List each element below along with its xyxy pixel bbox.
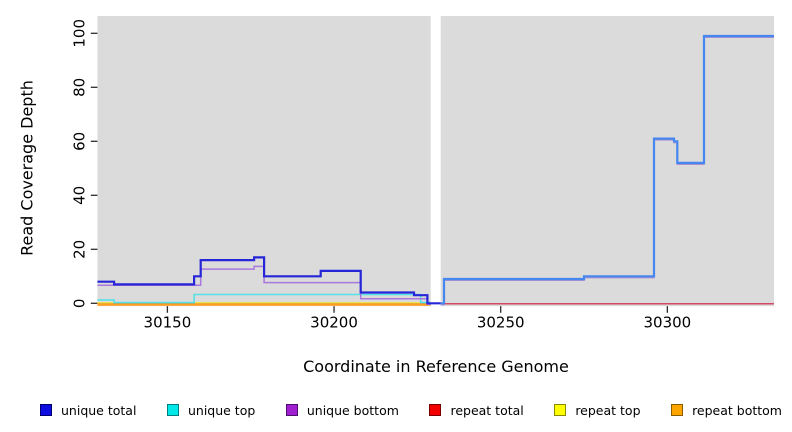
legend-swatch-repeat-top: [554, 404, 567, 416]
legend-label: repeat bottom: [692, 402, 782, 418]
series-line-unique-top-left: [97, 293, 431, 304]
legend-swatch-unique-top: [166, 404, 179, 416]
y-tick-label: 80: [70, 78, 88, 97]
legend-item-unique-top: unique top: [166, 402, 256, 418]
legend-swatch-repeat-bottom: [671, 404, 684, 416]
legend-label: repeat top: [575, 402, 641, 418]
legend-item-repeat-total: repeat total: [429, 402, 524, 418]
x-tick-label: 30150: [144, 314, 192, 332]
y-axis-title: Read Coverage Depth: [17, 80, 37, 256]
series-line-unique-bottom-right: [440, 36, 774, 306]
y-tick-label: 20: [70, 240, 88, 259]
x-axis-title: Coordinate in Reference Genome: [303, 357, 569, 376]
legend-swatch-repeat-total: [429, 404, 442, 416]
coverage-gap: [430, 16, 441, 307]
legend-item-unique-bottom: unique bottom: [285, 402, 399, 418]
series-line-unique-total-left: [97, 256, 441, 305]
y-tick-label: 60: [70, 132, 88, 151]
y-tick-label: 100: [70, 19, 88, 48]
legend-swatch-unique-bottom: [285, 404, 298, 416]
x-tick-label: 30300: [643, 314, 691, 332]
legend: unique total unique top unique bottom repea…: [40, 399, 782, 421]
y-tick-label: 40: [70, 186, 88, 205]
coverage-plot-canvas: 30150 30200 30250 30300 0 20 40 60 80 100: [70, 16, 774, 332]
legend-swatch-unique-total: [40, 404, 52, 416]
legend-label: unique bottom: [306, 402, 399, 418]
series-line-unique-total-right: [440, 34, 774, 305]
legend-item-unique-total: unique total: [40, 403, 136, 418]
x-tick-label: 30200: [310, 314, 358, 332]
legend-item-repeat-bottom: repeat bottom: [671, 403, 782, 418]
legend-label: repeat total: [450, 402, 524, 418]
x-tick-label: 30250: [477, 314, 525, 332]
legend-label: unique total: [61, 402, 137, 418]
legend-item-repeat-top: repeat top: [554, 402, 641, 418]
y-tick-label: 0: [70, 299, 88, 309]
legend-label: unique top: [187, 402, 256, 418]
